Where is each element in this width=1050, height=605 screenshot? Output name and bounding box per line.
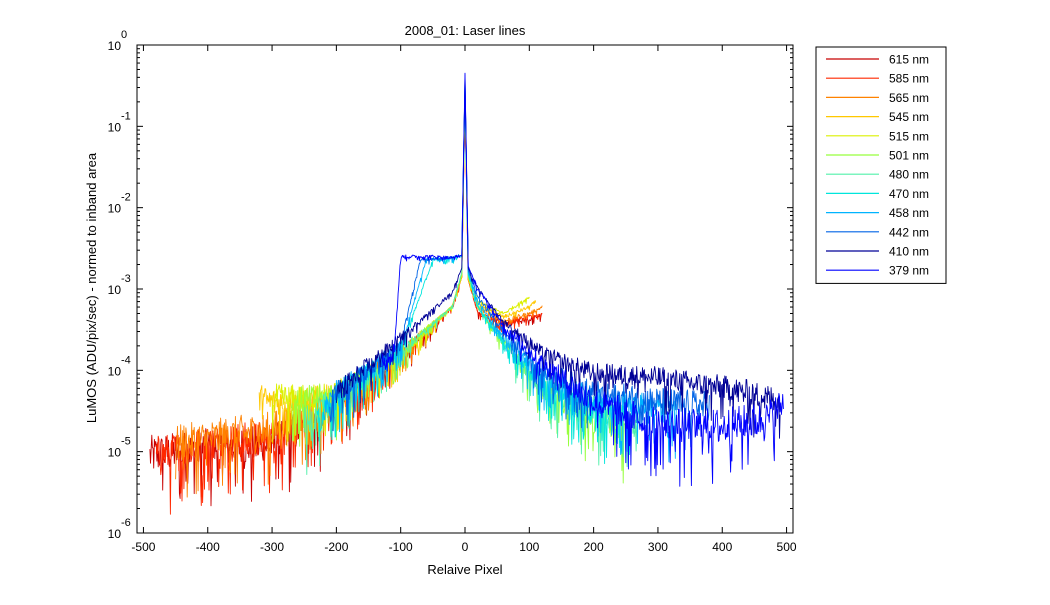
x-tick-label: 300 — [648, 540, 668, 554]
x-tick-label: 200 — [584, 540, 604, 554]
x-tick-label: 0 — [462, 540, 469, 554]
chart-title: 2008_01: Laser lines — [405, 23, 526, 38]
y-tick-label: 10 — [108, 364, 122, 378]
y-axis-label: LuMOS (ADU/pix/sec) - normed to inband a… — [84, 152, 99, 423]
x-tick-label: -500 — [131, 540, 155, 554]
series-group — [149, 72, 784, 515]
y-tick-label: 10 — [108, 527, 122, 541]
x-tick-label: 500 — [777, 540, 797, 554]
legend-label: 585 nm — [889, 72, 929, 86]
legend-label: 410 nm — [889, 245, 929, 259]
legend-box — [815, 46, 947, 284]
x-axis-label: Relaive Pixel — [427, 562, 502, 577]
y-tick-exponent: -6 — [121, 517, 131, 529]
legend-label: 565 nm — [889, 91, 929, 105]
legend-label: 515 nm — [889, 129, 929, 143]
legend-label: 470 nm — [889, 187, 929, 201]
series-line-410-nm — [335, 75, 781, 439]
legend: 615 nm 585 nm 565 nm 545 nm 515 nm 501 nm 480 … — [815, 46, 947, 284]
y-tick-exponent: -5 — [121, 436, 131, 448]
legend-label: 379 nm — [889, 264, 929, 278]
y-tick-label: 10 — [108, 39, 122, 53]
y-tick-exponent: -1 — [121, 110, 131, 122]
x-tick-label: 400 — [712, 540, 732, 554]
y-tick-label: 10 — [108, 202, 122, 216]
y-tick-exponent: -4 — [121, 354, 131, 366]
plot-area: -500 -400 -300 -200 -100 0 100 200 300 400 50010-6… — [108, 29, 797, 554]
series-line-379-nm — [381, 72, 784, 487]
x-tick-label: -300 — [260, 540, 284, 554]
y-tick-label: 10 — [108, 446, 122, 460]
y-tick-label: 10 — [108, 120, 122, 134]
legend-label: 480 nm — [889, 168, 929, 182]
y-tick-exponent: -2 — [121, 192, 131, 204]
x-tick-label: -200 — [324, 540, 348, 554]
y-tick-label: 10 — [108, 283, 122, 297]
y-tick-exponent: 0 — [121, 29, 127, 41]
legend-label: 615 nm — [889, 53, 929, 67]
x-tick-label: 100 — [519, 540, 539, 554]
legend-label: 458 nm — [889, 206, 929, 220]
x-tick-label: -100 — [389, 540, 413, 554]
legend-label: 442 nm — [889, 225, 929, 239]
legend-label: 545 nm — [889, 110, 929, 124]
y-tick-exponent: -3 — [121, 273, 131, 285]
x-tick-label: -400 — [196, 540, 220, 554]
legend-label: 501 nm — [889, 149, 929, 163]
